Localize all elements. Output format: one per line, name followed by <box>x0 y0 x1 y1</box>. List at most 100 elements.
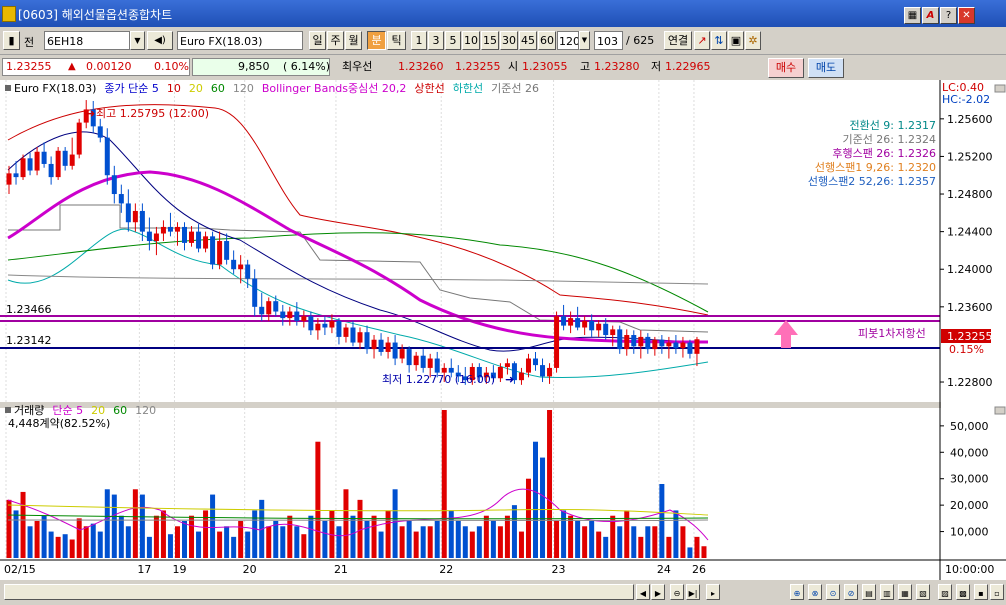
main-legend-item: Euro FX(18.03) <box>14 82 96 95</box>
ichimoku-legend-item: 후행스팬 26: 1.2326 <box>832 147 936 160</box>
export-icon[interactable]: ▪ <box>974 584 988 600</box>
price-tick-label: 1.25600 <box>947 113 993 126</box>
scroll-track[interactable] <box>4 584 634 600</box>
volume-bar <box>378 531 384 558</box>
tab-minute[interactable]: 분 <box>367 31 386 50</box>
panel-option-icon[interactable]: ▦ <box>898 584 912 600</box>
interval-15[interactable]: 15 <box>481 31 499 50</box>
interval-45[interactable]: 45 <box>519 31 537 50</box>
help-button[interactable]: ? <box>940 7 957 24</box>
interval-10[interactable]: 10 <box>462 31 480 50</box>
quote-price-box <box>2 58 190 76</box>
interval-60[interactable]: 60 <box>538 31 556 50</box>
layout-option-icon[interactable]: ▧ <box>916 584 930 600</box>
save-icon[interactable]: ▩ <box>956 584 970 600</box>
font-button[interactable]: A <box>922 7 939 24</box>
settings-icon[interactable]: ✲ <box>745 31 761 50</box>
candle <box>441 367 447 373</box>
buy-button[interactable]: 매수 <box>768 58 804 78</box>
candle <box>259 306 265 315</box>
ma60-line <box>7 232 709 313</box>
tool-draw-icon[interactable]: ↗ <box>694 31 710 50</box>
volume-bar <box>146 536 152 558</box>
price-change: 0.00120 <box>86 60 132 73</box>
code-dropdown-icon[interactable]: ▼ <box>130 31 145 50</box>
main-pane-resize-icon[interactable] <box>994 84 1006 93</box>
zoom-option-icon[interactable]: ⊘ <box>844 584 858 600</box>
candle <box>540 365 546 377</box>
candle <box>554 316 560 368</box>
zoom-reset-icon[interactable]: ⊗ <box>808 584 822 600</box>
candle <box>13 173 19 178</box>
candle <box>287 311 293 319</box>
ma120-line <box>7 274 709 285</box>
volume-tick-label: 50,000 <box>950 420 989 433</box>
scroll-right-icon[interactable]: ▶ <box>651 584 665 600</box>
code-input[interactable]: 6EH18 <box>44 31 130 50</box>
candle <box>252 278 258 307</box>
menu-icon[interactable]: ▮ <box>3 31 20 50</box>
chart-area[interactable]: Euro FX(18.03) 종가 단순 5 10 20 60 120 Bollinger … <box>0 80 1006 580</box>
layout-icon[interactable]: ▦ <box>904 7 921 24</box>
candle <box>97 126 103 138</box>
interval-30[interactable]: 30 <box>500 31 518 50</box>
volume-bar <box>294 526 300 558</box>
count-input[interactable]: 103 <box>594 31 623 50</box>
volume-bar <box>104 489 110 558</box>
print-icon[interactable]: ▨ <box>938 584 952 600</box>
interval-1[interactable]: 1 <box>411 31 427 50</box>
interval-3[interactable]: 3 <box>428 31 444 50</box>
candle <box>420 355 426 368</box>
volume-bar <box>701 546 707 558</box>
pane-resize-icon[interactable] <box>994 406 1006 415</box>
volume-bar <box>448 510 454 558</box>
grid-option-icon[interactable]: ▥ <box>880 584 894 600</box>
volume-bar <box>350 515 356 558</box>
interval-dropdown-icon[interactable]: ▼ <box>579 31 590 50</box>
volume-bar <box>399 526 405 558</box>
price-tick-label: 1.24400 <box>947 226 993 239</box>
scroll-end-icon[interactable]: ▶| <box>686 584 700 600</box>
volume-bar <box>167 534 173 558</box>
more-icon[interactable]: ▫ <box>990 584 1004 600</box>
scroll-bar[interactable]: ◀ ▶ ⊖ ▶| ▸ ⊕ ⊗ ⊙ ⊘ ▤ ▥ ▦ ▧ ▨ ▩ ▪ ▫ <box>0 581 1006 605</box>
tab-week[interactable]: 주 <box>327 31 344 50</box>
pane-splitter[interactable] <box>0 402 1006 408</box>
candle <box>266 301 272 315</box>
interval-5[interactable]: 5 <box>445 31 461 50</box>
candle <box>6 173 12 185</box>
tab-tick[interactable]: 틱 <box>387 31 406 50</box>
sell-button[interactable]: 매도 <box>808 58 844 78</box>
volume-value: 9,850 <box>238 60 270 73</box>
volume-bar <box>645 526 651 558</box>
connect-button[interactable]: 연결 <box>664 31 692 50</box>
tab-month[interactable]: 월 <box>345 31 362 50</box>
tool-chart-icon[interactable]: ▣ <box>728 31 744 50</box>
candle <box>167 226 173 232</box>
volume-bar <box>111 494 117 558</box>
zoom-out-icon[interactable]: ⊖ <box>670 584 684 600</box>
scroll-left-icon[interactable]: ◀ <box>636 584 650 600</box>
volume-tick-label: 10,000 <box>950 526 989 539</box>
candle <box>568 318 574 326</box>
zoom-fit-icon[interactable]: ⊙ <box>826 584 840 600</box>
zoom-in-icon[interactable]: ⊕ <box>790 584 804 600</box>
candle <box>399 349 405 359</box>
candle <box>245 264 251 279</box>
product-name-field[interactable]: Euro FX(18.03) <box>177 31 303 50</box>
scroll-right-small-icon[interactable]: ▸ <box>706 584 720 600</box>
volume-bar <box>413 531 419 558</box>
tool-trend-icon[interactable]: ⇅ <box>711 31 727 50</box>
time-tick-label: 20 <box>243 563 257 576</box>
volume-bar <box>34 521 40 558</box>
volume-bar <box>13 510 19 558</box>
candle <box>76 122 82 155</box>
interval-select[interactable]: 120 <box>557 31 579 50</box>
candle <box>174 226 180 232</box>
low-price: 1.22965 <box>665 60 711 73</box>
close-button[interactable]: ✕ <box>958 7 975 24</box>
tab-day[interactable]: 일 <box>309 31 326 50</box>
view-option-icon[interactable]: ▤ <box>862 584 876 600</box>
sound-icon[interactable]: ◀) <box>147 31 173 50</box>
volume-bar <box>6 499 12 558</box>
